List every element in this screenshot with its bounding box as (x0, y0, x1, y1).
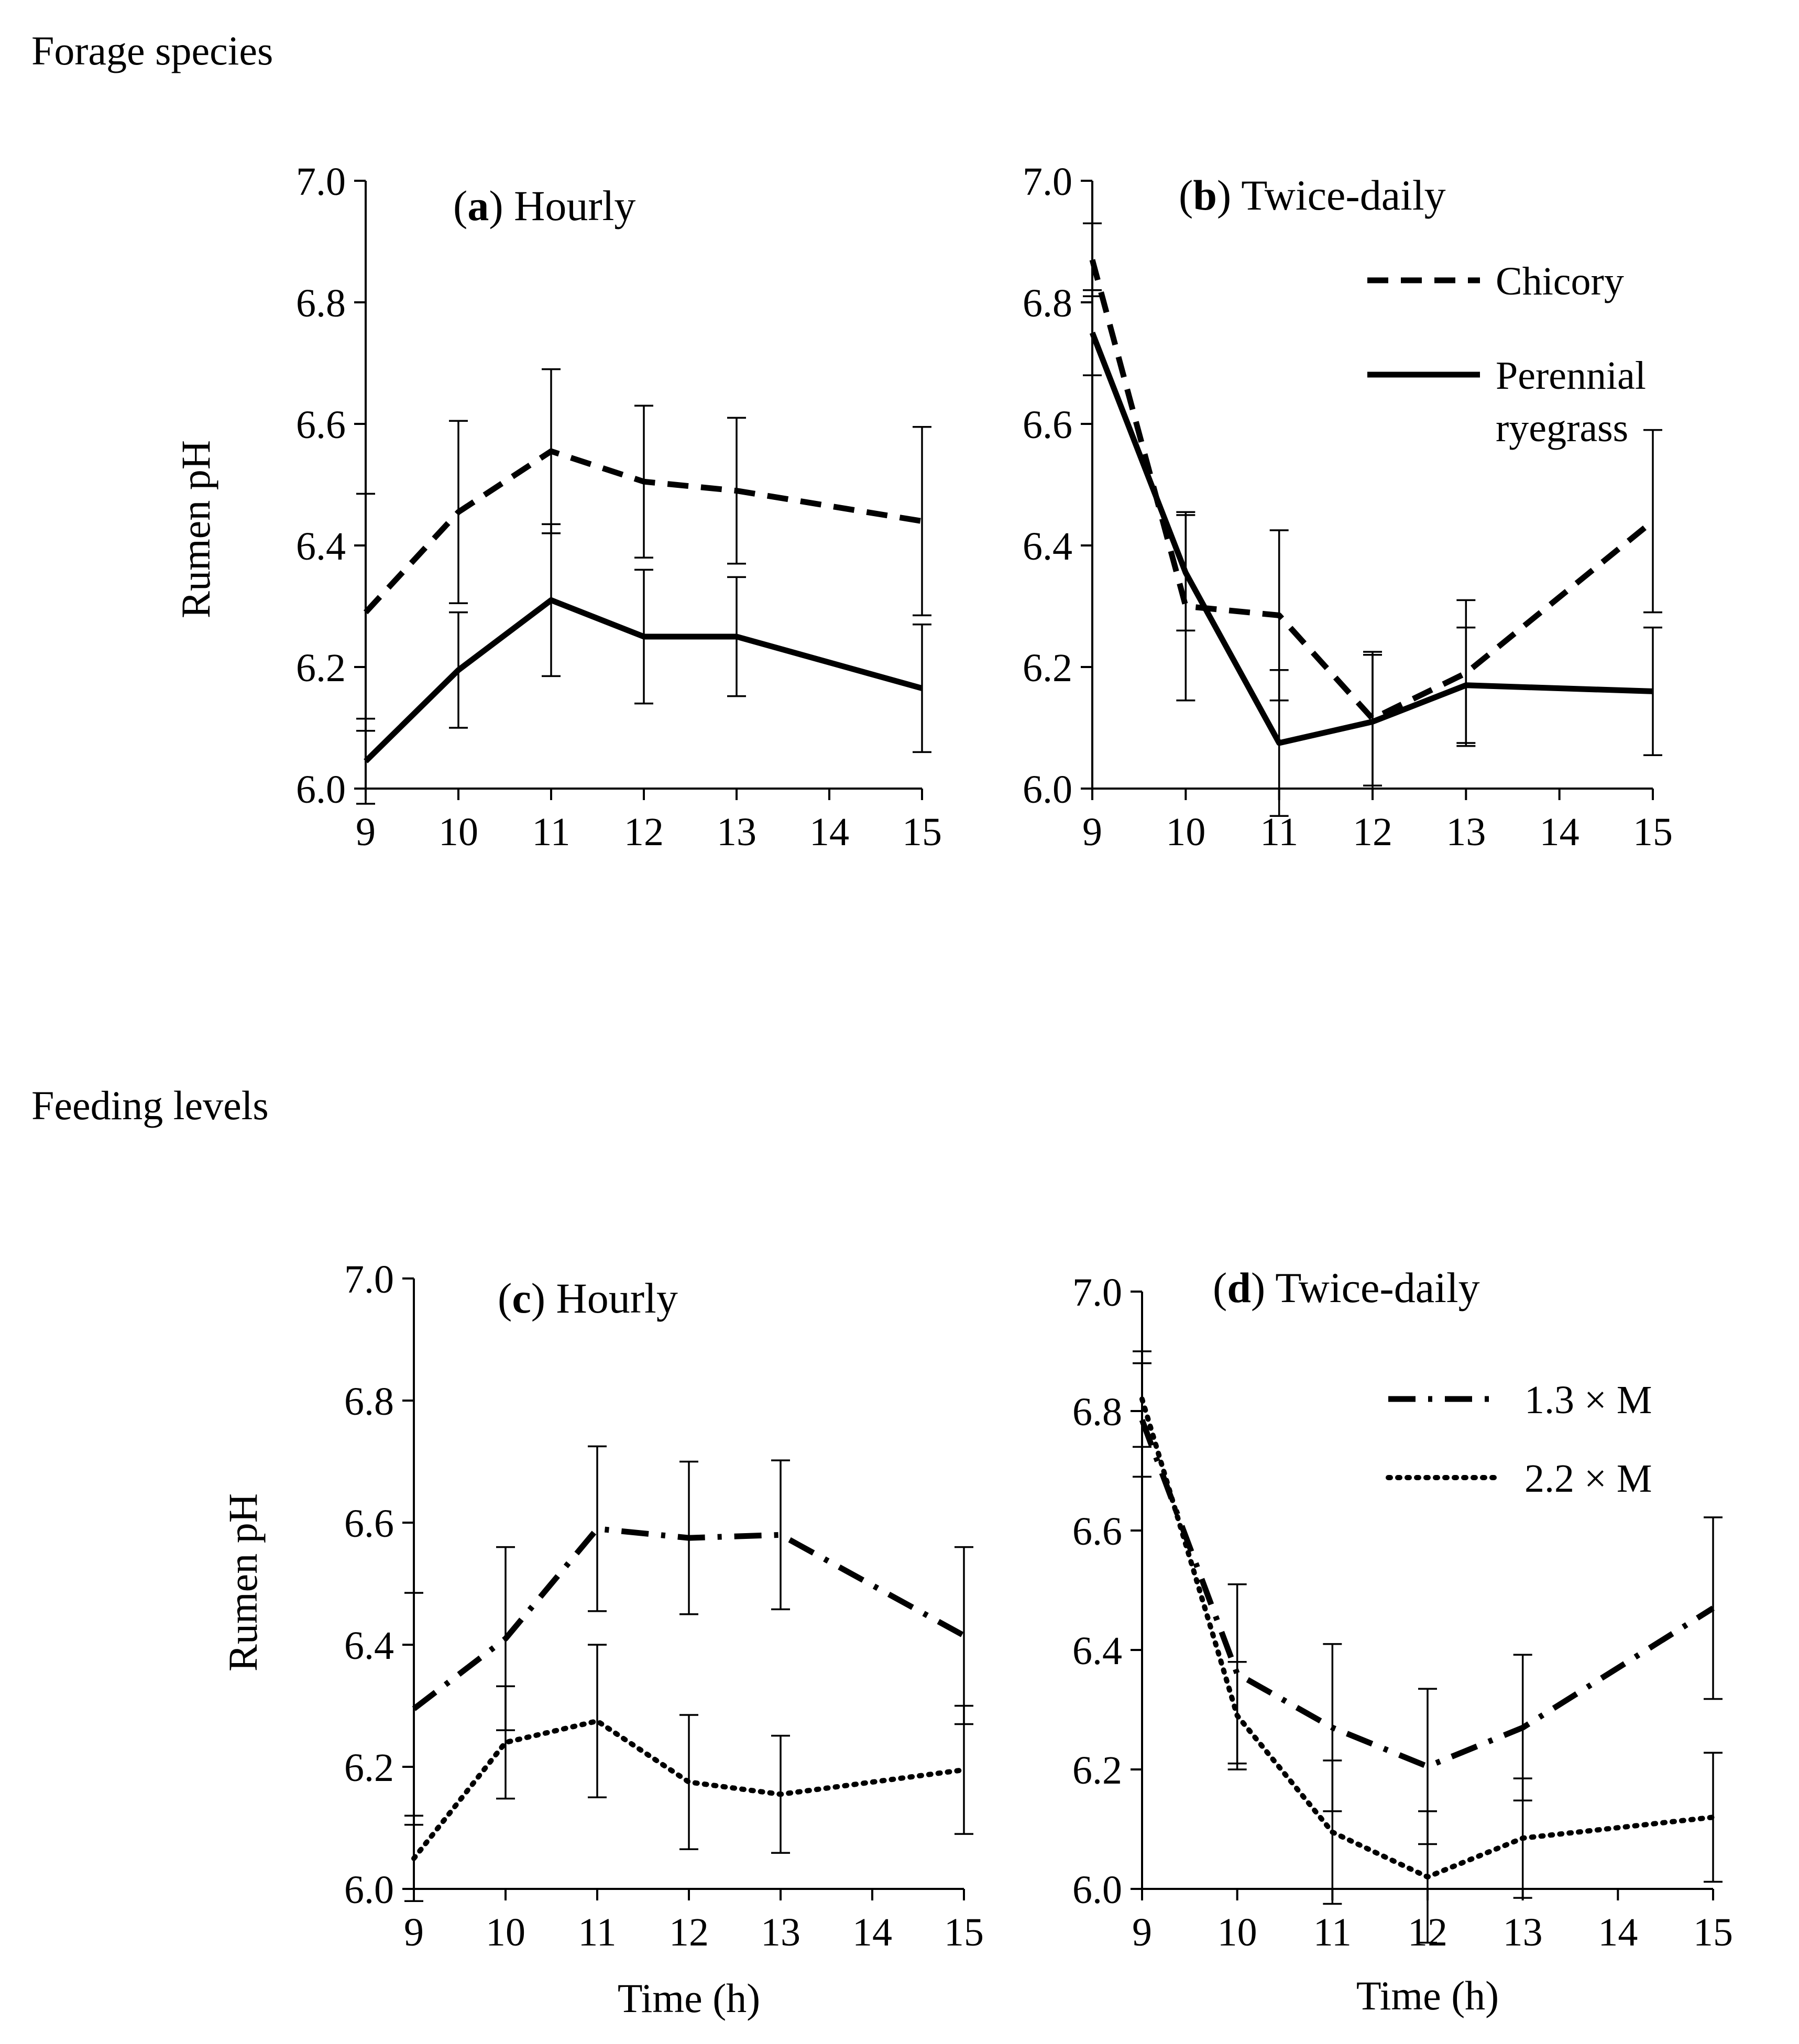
chart-panel-c: 6.0 6.2 6.4 6.6 6.8 7.0 9 10 11 12 13 14 15 (c) Hourl… (220, 1258, 984, 2021)
x-tick-label: 9 (1082, 810, 1102, 854)
section-title-feeding: Feeding levels (31, 1083, 269, 1128)
x-tick-label: 12 (1353, 810, 1392, 854)
series-line-perennial-ryegrass (364, 597, 923, 763)
legend: Chicory Perennial ryegrass (1367, 259, 1646, 450)
x-tick-label: 10 (486, 1910, 525, 1954)
y-axis-label: Rumen pH (220, 1493, 266, 1671)
x-tick-label: 12 (624, 810, 664, 854)
y-tick-label: 6.0 (1072, 1868, 1122, 1912)
x-tick-label: 15 (1633, 810, 1673, 854)
x-tick-label: 14 (852, 1910, 892, 1954)
y-axis-label: Rumen pH (173, 440, 218, 618)
y-tick-label: 6.6 (1023, 403, 1072, 447)
series-line-2-2-m (411, 1718, 967, 1861)
legend-label: 2.2 × M (1524, 1457, 1652, 1501)
legend: 1.3 × M 2.2 × M (1386, 1378, 1652, 1501)
x-tick-label: 11 (532, 810, 570, 854)
x-tick-label: 11 (1260, 810, 1298, 854)
x-axis-label: Time (h) (618, 1975, 760, 2021)
x-tick-label: 14 (1540, 810, 1579, 854)
x-tick-label: 13 (717, 810, 756, 854)
y-tick-label: 6.8 (296, 281, 346, 325)
y-tick-label: 6.2 (344, 1746, 394, 1790)
panel-title: (b) Twice-daily (1179, 171, 1446, 219)
series-line-chicory (1089, 259, 1655, 722)
legend-label: Perennial ryegrass (1496, 354, 1646, 450)
section-title-forage: Forage species (31, 28, 273, 73)
y-tick-label: 6.4 (1023, 524, 1072, 569)
x-tick-label: 15 (944, 1910, 984, 1954)
x-tick-label: 14 (1598, 1910, 1638, 1954)
y-tick-label: 6.0 (1023, 768, 1072, 812)
y-tick-label: 6.6 (1072, 1510, 1122, 1554)
x-tick-label: 13 (761, 1910, 800, 1954)
panel-title: (c) Hourly (498, 1274, 678, 1322)
chart-panel-d: 6.06.26.46.66.87.09 10 11 12 13 14 15(d) Twice… (1072, 1264, 1733, 2018)
legend-label: 1.3 × M (1524, 1378, 1652, 1422)
y-tick-label: 7.0 (344, 1258, 394, 1302)
panel-title: (d) Twice-daily (1213, 1264, 1480, 1311)
y-tick-label: 6.4 (1072, 1629, 1122, 1673)
series-line-perennial-ryegrass (1089, 332, 1653, 746)
x-tick-label: 10 (1166, 810, 1205, 854)
x-axis-label: Time (h) (1356, 1973, 1499, 2018)
x-tick-label: 14 (809, 810, 849, 854)
y-tick-label: 6.4 (344, 1624, 394, 1668)
chart-panel-a: 6.0 6.2 6.4 6.6 6.8 7.0 9 10 11 12 13 14 15 (a) Hourl… (173, 160, 942, 854)
x-tick-label: 11 (1313, 1910, 1352, 1954)
legend-label: Chicory (1496, 259, 1624, 303)
y-tick-label: 6.8 (344, 1380, 394, 1424)
x-tick-label: 15 (902, 810, 942, 854)
x-tick-label: 10 (438, 810, 478, 854)
x-tick-label: 9 (404, 1910, 424, 1954)
y-tick-label: 6.8 (1072, 1390, 1122, 1434)
y-tick-label: 6.2 (1072, 1748, 1122, 1792)
x-tick-label: 12 (669, 1910, 709, 1954)
y-tick-label: 6.6 (296, 403, 346, 447)
x-tick-label: 10 (1217, 1910, 1257, 1954)
chart-panel-b: 6.0 6.2 6.4 6.6 6.8 7.0 9 10 11 12 13 14 15 (b) Twice… (1023, 160, 1673, 854)
series-line-2-2-m (1139, 1396, 1716, 1880)
x-tick-label: 15 (1693, 1910, 1733, 1954)
y-tick-label: 6.8 (1023, 281, 1072, 325)
y-tick-label: 7.0 (1072, 1271, 1122, 1315)
x-tick-label: 9 (356, 810, 376, 854)
x-tick-label: 11 (578, 1910, 616, 1954)
y-tick-label: 6.6 (344, 1502, 394, 1546)
panel-title: (a) Hourly (453, 182, 635, 229)
series-line-1-3-m (412, 1526, 966, 1711)
y-tick-label: 6.0 (344, 1868, 394, 1912)
x-tick-label: 9 (1132, 1910, 1152, 1954)
x-tick-label: 13 (1446, 810, 1486, 854)
x-tick-label: 13 (1503, 1910, 1543, 1954)
series-line-1-3-m (1139, 1419, 1715, 1769)
y-tick-label: 7.0 (1023, 160, 1072, 204)
series-line-chicory (363, 448, 923, 615)
y-tick-label: 7.0 (296, 160, 346, 204)
y-tick-label: 6.2 (296, 646, 346, 690)
y-tick-label: 6.4 (296, 524, 346, 569)
y-tick-label: 6.2 (1023, 646, 1072, 690)
y-tick-label: 6.0 (296, 768, 346, 812)
